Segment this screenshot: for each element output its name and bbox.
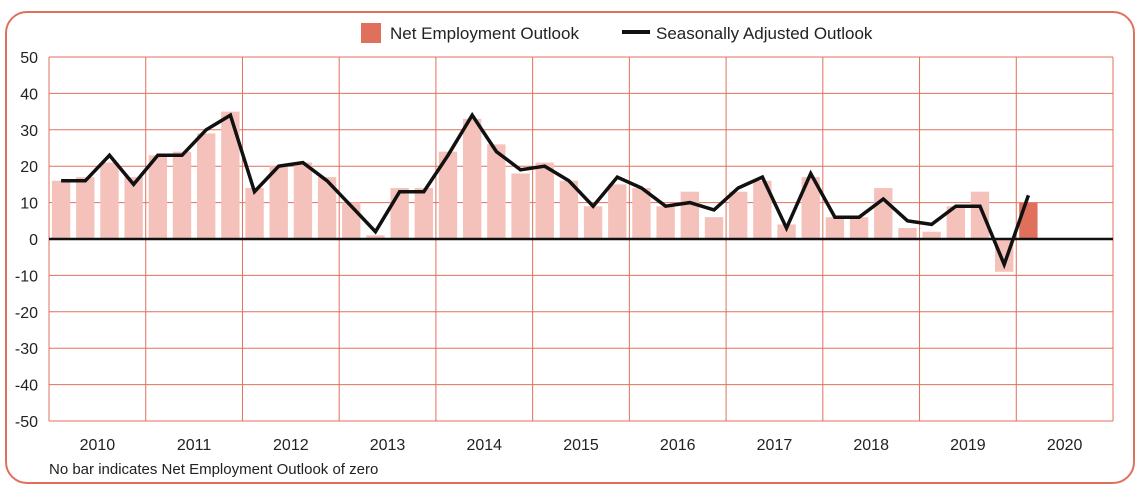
bar	[221, 111, 240, 239]
bar	[704, 217, 724, 239]
x-axis-labels: 2010 2011 2012 2013 2014 2015 2016 2017 2018 2019…	[80, 437, 1083, 454]
bar	[849, 217, 869, 239]
bar	[970, 191, 990, 239]
bar	[898, 228, 917, 239]
x-tick-label: 2013	[370, 437, 406, 454]
x-tick-label: 2017	[757, 437, 793, 454]
x-tick-label: 2016	[660, 437, 696, 454]
bar	[946, 206, 966, 239]
x-tick-label: 2019	[950, 437, 986, 454]
bar	[438, 151, 458, 239]
y-tick-label: -20	[15, 305, 38, 322]
bar	[100, 162, 119, 239]
bar	[172, 151, 192, 239]
chart-frame	[5, 11, 1135, 484]
y-tick-label: 10	[20, 196, 38, 213]
bar	[632, 188, 651, 239]
bar	[1019, 202, 1038, 239]
legend-label-net: Net Employment Outlook	[390, 24, 579, 43]
legend-swatch-net	[361, 23, 381, 43]
bar	[680, 191, 700, 239]
y-tick-label: 40	[20, 86, 38, 103]
x-tick-label: 2020	[1047, 437, 1083, 454]
bar	[124, 177, 143, 239]
bar	[462, 118, 482, 239]
x-tick-label: 2011	[177, 437, 212, 454]
x-tick-label: 2014	[466, 437, 502, 454]
y-axis-labels: 50 40 30 20 10 0 -10 -20 -30 -40 -50	[15, 50, 38, 431]
bar	[825, 217, 845, 239]
y-tick-label: -10	[15, 268, 38, 285]
x-tick-label: 2010	[80, 437, 116, 454]
x-tick-label: 2012	[273, 437, 309, 454]
bar	[245, 188, 264, 239]
bar	[511, 173, 530, 239]
x-tick-label: 2018	[853, 437, 889, 454]
footnote: No bar indicates Net Employment Outlook …	[49, 461, 378, 478]
y-tick-label: 20	[20, 159, 38, 176]
bar	[390, 188, 409, 239]
bar	[317, 177, 337, 239]
x-tick-label: 2015	[563, 437, 599, 454]
bar	[608, 184, 627, 239]
bar	[874, 188, 893, 239]
bar	[293, 162, 313, 239]
bar	[728, 191, 748, 239]
bars	[51, 111, 1038, 272]
bar	[583, 206, 603, 239]
y-tick-label: -40	[15, 378, 38, 395]
bar	[753, 180, 772, 239]
y-tick-label: -50	[15, 414, 38, 431]
bar	[148, 155, 168, 239]
y-tick-label: -30	[15, 341, 38, 358]
bar	[366, 235, 385, 239]
y-tick-label: 30	[20, 123, 38, 140]
bar	[269, 166, 288, 239]
bar	[51, 180, 71, 239]
bar	[414, 188, 434, 239]
y-tick-label: 0	[29, 232, 38, 249]
bar	[801, 177, 820, 239]
bar	[487, 144, 506, 239]
legend: Net Employment Outlook Seasonally Adjust…	[361, 23, 873, 43]
bar	[76, 177, 95, 239]
bar	[196, 133, 216, 239]
bar	[535, 162, 554, 239]
bar	[656, 206, 675, 239]
legend-label-seasonal: Seasonally Adjusted Outlook	[656, 24, 873, 43]
bar	[559, 180, 579, 239]
bar	[922, 231, 941, 239]
y-tick-label: 50	[20, 50, 38, 67]
seasonally-adjusted-line	[61, 111, 1031, 270]
